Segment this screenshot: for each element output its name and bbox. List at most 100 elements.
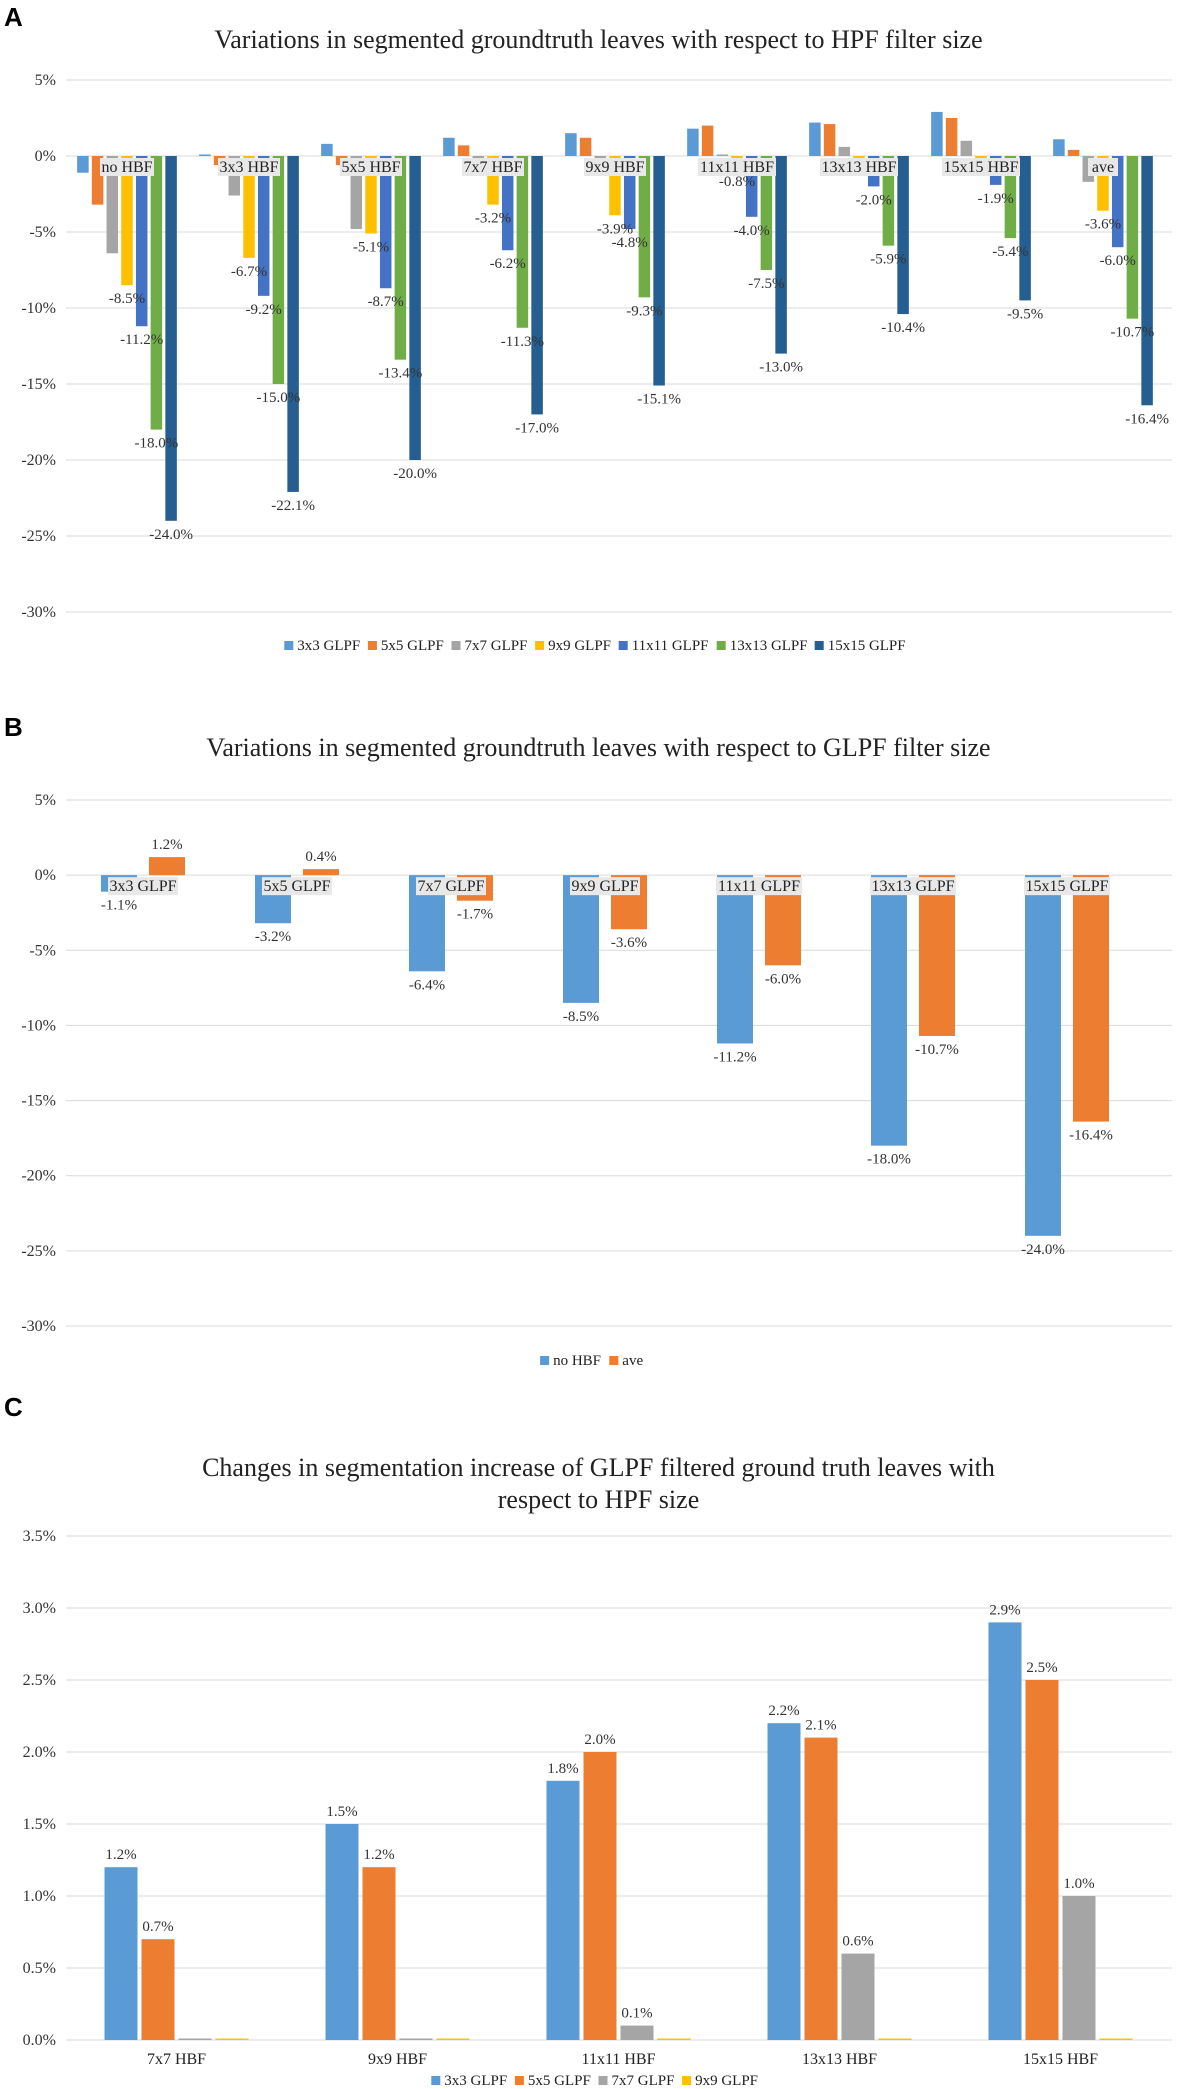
chart-a-bar-5x5-glpf	[945, 118, 958, 156]
chart-c-data-label: 1.0%	[1063, 1876, 1094, 1892]
chart-a-bar-9x9-glpf	[243, 156, 255, 258]
chart-a-legend-swatch-7x7-glpf	[451, 641, 461, 650]
chart-a-legend-swatch-9x9-glpf	[535, 641, 545, 650]
chart-c-y-tick-label: 3.0%	[23, 1600, 56, 1617]
chart-a-bar-13x13-glpf	[638, 156, 651, 298]
chart-a-y-tick-label: 0%	[35, 148, 56, 165]
chart-a-data-label: -5.1%	[353, 240, 389, 256]
chart-a-category-label-bg	[942, 158, 1020, 176]
chart-a-bar-11x11-glpf	[745, 156, 758, 217]
chart-a-bar-13x13-glpf	[150, 156, 163, 430]
chart-a-data-label: -4.8%	[612, 235, 648, 251]
chart-b-y-tick-label: -15%	[21, 1093, 56, 1110]
chart-a-data-label: -18.0%	[135, 436, 179, 452]
chart-c-data-label: 0.7%	[142, 1919, 173, 1935]
chart-c-category-label: 11x11 HBF	[582, 2051, 656, 2068]
chart-b-category-label-bg	[1024, 877, 1110, 896]
chart-a-category-label-bg	[820, 158, 898, 176]
chart-a-bar-5x5-glpf	[1067, 149, 1080, 156]
chart-a-bar-9x9-glpf	[1097, 156, 1109, 211]
chart-a-bar-13x13-glpf	[882, 156, 895, 246]
chart-b-legend-swatch-no-hbf	[540, 1356, 550, 1365]
chart-a-category-label: 13x13 HBF	[821, 159, 896, 176]
chart-b-data-label: 0.4%	[305, 849, 336, 865]
chart-c-category-label: 15x15 HBF	[1023, 2051, 1098, 2068]
chart-b-data-label: -18.0%	[867, 1152, 911, 1168]
chart-b-data-label: -1.1%	[101, 898, 137, 914]
chart-a-bar-3x3-glpf	[809, 122, 821, 156]
chart-a-bar-15x15-glpf	[531, 156, 543, 415]
chart-a-data-label: -3.6%	[1085, 217, 1121, 233]
chart-b-category-label: 3x3 GLPF	[109, 878, 176, 895]
chart-c-data-label: 0.1%	[621, 2006, 652, 2022]
chart-a-data-label: -6.0%	[1100, 253, 1136, 269]
chart-a-category-label: 7x7 HBF	[463, 159, 522, 176]
chart-a: 5% 0% -5% -10% -15% -20% -25% -30% no HBF 3x3 HBF…	[21, 72, 1172, 654]
chart-c-data-label: 1.5%	[326, 1804, 357, 1820]
chart-b-category-label: 11x11 GLPF	[718, 878, 800, 895]
chart-a-bar-3x3-glpf	[565, 133, 577, 156]
chart-b-data-label: -8.5%	[563, 1009, 599, 1025]
chart-a-category-label: 15x15 HBF	[943, 159, 1018, 176]
chart-a-bar-3x3-glpf	[443, 137, 455, 156]
chart-b-data-label: 1.2%	[151, 837, 182, 853]
chart-c-bar-3x3-glpf	[546, 1780, 580, 2040]
chart-a-y-tick-label: -20%	[21, 452, 56, 469]
chart-a-bar-13x13-glpf	[760, 156, 773, 270]
chart-c-legend-swatch-5x5-glpf	[514, 2076, 524, 2085]
chart-c-data-label: 2.0%	[584, 1732, 615, 1748]
chart-b-data-label: -10.7%	[915, 1042, 959, 1058]
chart-a-bar-11x11-glpf	[1111, 156, 1124, 248]
chart-c-data-label: 1.8%	[547, 1761, 578, 1777]
chart-a-bar-7x7-glpf	[106, 156, 119, 254]
chart-a-data-label: -10.7%	[1111, 325, 1155, 341]
chart-b-bar-no-hbf	[1025, 875, 1061, 1236]
chart-a-data-label: -20.0%	[393, 466, 437, 482]
chart-a-data-label: -2.0%	[856, 192, 892, 208]
chart-b-category-label-bg	[416, 877, 486, 896]
chart-a-bar-15x15-glpf	[287, 156, 299, 492]
chart-a-bar-5x5-glpf	[823, 124, 836, 156]
chart-a-data-label: -6.7%	[231, 264, 267, 280]
chart-a-legend-label: 11x11 GLPF	[632, 638, 709, 654]
chart-c-bar-9x9-glpf	[657, 2038, 691, 2040]
chart-a-legend-swatch-15x15-glpf	[814, 641, 824, 650]
chart-a-data-label: -24.0%	[149, 527, 193, 543]
chart-a-data-label: -1.9%	[978, 191, 1014, 207]
chart-b-y-tick-label: -25%	[21, 1243, 56, 1260]
chart-c-bar-5x5-glpf	[804, 1737, 838, 2040]
chart-a-bar-13x13-glpf	[394, 156, 407, 360]
chart-a-bar-15x15-glpf	[1019, 156, 1031, 301]
chart-a-data-label: -0.8%	[719, 174, 755, 190]
chart-a-bar-3x3-glpf	[1053, 139, 1065, 156]
chart-a-bar-5x5-glpf	[701, 125, 714, 156]
chart-c-y-tick-label: 2.0%	[23, 1744, 56, 1761]
chart-a-bar-3x3-glpf	[199, 154, 211, 156]
chart-b-data-label: -1.7%	[457, 907, 493, 923]
chart-b-bar-ave	[1073, 875, 1109, 1122]
chart-a-legend-swatch-5x5-glpf	[367, 641, 377, 650]
chart-a-bar-3x3-glpf	[931, 111, 943, 156]
chart-c-y-tick-label: 2.5%	[23, 1672, 56, 1689]
chart-c-bar-9x9-glpf	[215, 2038, 249, 2040]
chart-b-category-label: 5x5 GLPF	[263, 878, 330, 895]
chart-b-legend-label: no HBF	[553, 1353, 601, 1369]
chart-a-bar-13x13-glpf	[516, 156, 529, 328]
chart-b-y-tick-label: -20%	[21, 1168, 56, 1185]
chart-c-bar-5x5-glpf	[1025, 1680, 1059, 2040]
chart-c-bar-3x3-glpf	[767, 1723, 801, 2040]
chart-b-y-tick-label: -10%	[21, 1017, 56, 1034]
chart-c-data-label: 1.2%	[105, 1847, 136, 1863]
chart-a-y-tick-label: -15%	[21, 376, 56, 393]
chart-a-category-label: 9x9 HBF	[585, 159, 644, 176]
chart-a-data-label: -11.3%	[501, 334, 544, 350]
panel-c-title-line1: Changes in segmentation increase of GLPF…	[202, 1453, 995, 1482]
chart-a-data-label: -16.4%	[1125, 411, 1169, 427]
chart-a-bar-7x7-glpf	[350, 156, 363, 229]
chart-c-bar-7x7-glpf	[178, 2038, 212, 2040]
chart-b-category-label-bg	[108, 877, 178, 896]
chart-c-y-tick-label: 0.0%	[23, 2032, 56, 2049]
chart-a-bar-9x9-glpf	[121, 156, 133, 286]
chart-a-bar-13x13-glpf	[272, 156, 285, 384]
chart-a-bar-5x5-glpf	[579, 137, 592, 156]
